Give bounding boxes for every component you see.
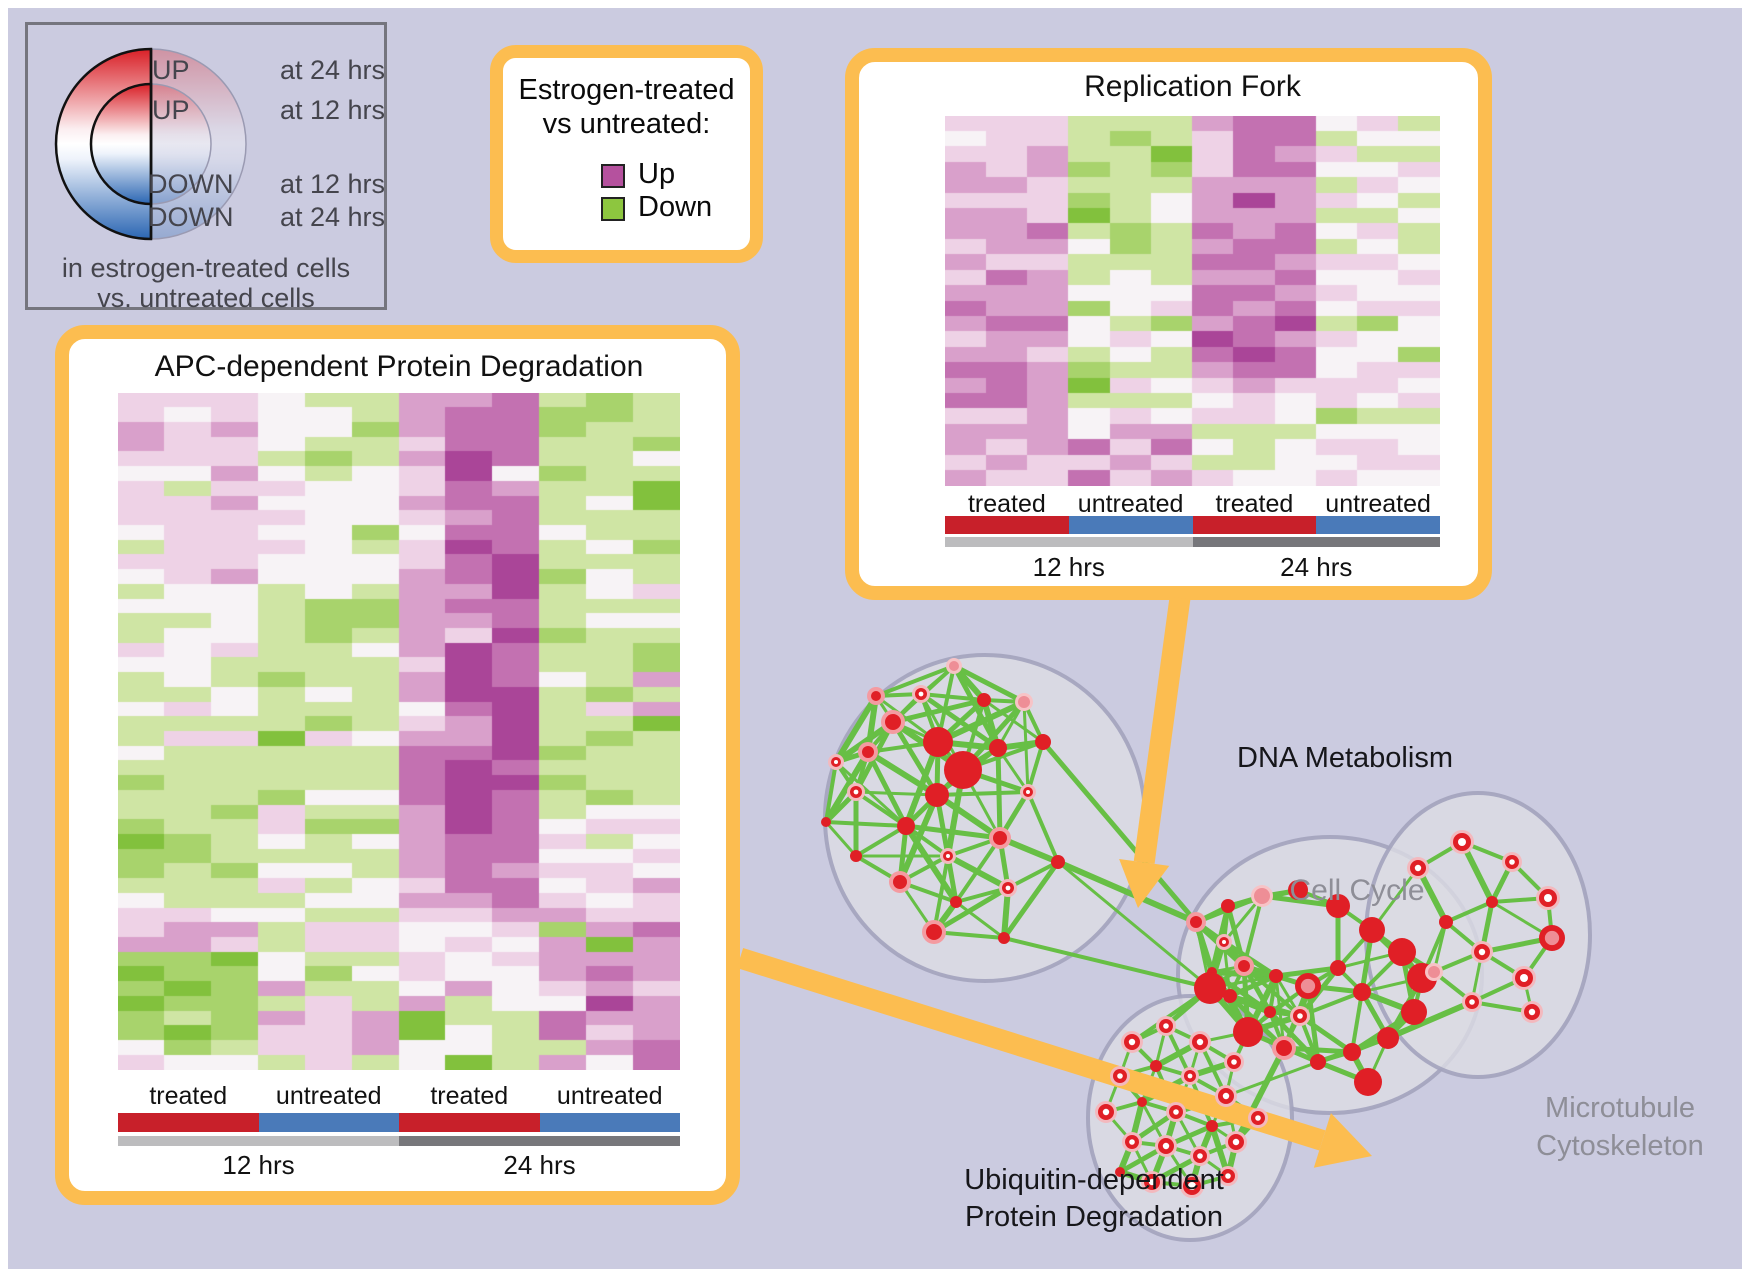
time-bar — [399, 1136, 680, 1146]
condition-label: treated — [1215, 490, 1294, 518]
time-label: 24 hrs — [503, 1150, 576, 1180]
condition-bar — [539, 1113, 680, 1132]
replication-fork-group-labels: treated untreated treated untreated — [945, 490, 1440, 519]
ring-legend-up-inner: UP — [152, 95, 190, 125]
condition-bar — [1316, 516, 1440, 534]
condition-label: untreated — [1077, 490, 1184, 518]
condition-label: untreated — [556, 1082, 663, 1110]
up-color-swatch — [601, 164, 625, 188]
microtubule-label-2: Cytoskeleton — [1536, 1130, 1704, 1162]
apc-title: APC-dependent Protein Degradation — [154, 350, 644, 383]
time-bar — [1192, 537, 1440, 547]
ring-legend-box — [25, 22, 387, 310]
estrogen-legend-title-2: vs untreated: — [542, 108, 711, 140]
ring-legend-time-24-top: at 24 hrs — [279, 55, 385, 85]
condition-label: untreated — [1325, 490, 1431, 518]
down-color-swatch — [601, 197, 625, 221]
condition-label: treated — [967, 490, 1046, 518]
condition-bar — [399, 1113, 540, 1132]
time-label: 24 hrs — [1280, 552, 1353, 582]
apc-heatmap — [118, 393, 680, 1070]
apc-hour-labels: 12 hrs 24 hrs — [118, 1150, 680, 1181]
ubiquitin-label-1: Ubiquitin-dependent — [964, 1164, 1224, 1196]
microtubule-label-1: Microtubule — [1545, 1092, 1695, 1124]
time-label: 12 hrs — [1032, 552, 1105, 582]
condition-bar — [1192, 516, 1317, 534]
time-label: 12 hrs — [222, 1150, 295, 1180]
apc-group-labels: treated untreated treated untreated — [118, 1082, 680, 1111]
cell-cycle-label: Cell Cycle — [1289, 874, 1425, 907]
condition-label: treated — [430, 1082, 509, 1110]
ring-legend-time-12-bot: at 12 hrs — [279, 169, 385, 199]
ring-legend-time-24-bot: at 24 hrs — [279, 202, 385, 232]
ring-legend-up-outer: UP — [152, 55, 190, 85]
condition-bar — [258, 1113, 399, 1132]
condition-label: treated — [149, 1082, 228, 1110]
up-label: Up — [638, 158, 676, 190]
ring-legend-caption-2: vs. untreated cells — [97, 283, 315, 313]
ring-legend-down-outer: DOWN — [148, 202, 234, 232]
condition-bar — [945, 516, 1069, 534]
replication-fork-condition-bars — [945, 516, 1440, 534]
time-bar — [945, 537, 1193, 547]
condition-bar — [1068, 516, 1193, 534]
ring-legend-time-12-top: at 12 hrs — [279, 95, 385, 125]
estrogen-legend-box — [490, 45, 763, 263]
apc-condition-bars — [118, 1113, 680, 1132]
time-bar — [118, 1136, 399, 1146]
apc-time-bars — [118, 1136, 680, 1146]
ring-legend-caption-1: in estrogen-treated cells — [61, 253, 351, 283]
dna-metabolism-label: DNA Metabolism — [1237, 742, 1453, 774]
condition-bar — [118, 1113, 259, 1132]
estrogen-legend-title-1: Estrogen-treated — [518, 74, 735, 106]
replication-fork-time-bars — [945, 537, 1440, 547]
replication-fork-title: Replication Fork — [1084, 70, 1301, 103]
condition-label: untreated — [275, 1082, 382, 1110]
ubiquitin-label-2: Protein Degradation — [965, 1201, 1223, 1233]
ring-legend-down-inner: DOWN — [148, 169, 234, 199]
replication-fork-heatmap — [945, 116, 1440, 486]
down-label: Down — [638, 191, 713, 223]
replication-fork-hour-labels: 12 hrs 24 hrs — [945, 552, 1440, 583]
